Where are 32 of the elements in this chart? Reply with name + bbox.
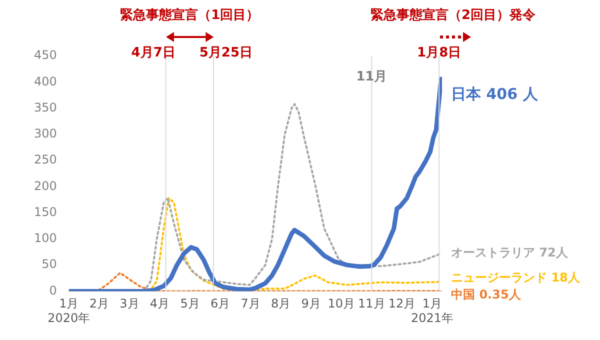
text: 緊急事態宣言（2回目）発令: [370, 6, 537, 24]
x-tick-label: 11月: [358, 296, 386, 311]
y-tick-label: 450: [34, 48, 57, 62]
y-tick-label: 200: [34, 178, 57, 193]
ref-line-label: 5月25日: [199, 45, 252, 60]
x-tick-label: 6月: [210, 296, 230, 311]
x-tick-label: 8月: [271, 296, 291, 311]
x-tick-label: 10月: [328, 296, 356, 311]
x-tick-label: 4月: [150, 296, 170, 311]
x-tick-label: 2月: [89, 296, 109, 311]
x-tick-label: 7月: [240, 296, 260, 311]
series-label: ニュージーランド 18人: [451, 270, 581, 284]
x-tick-label: 3月: [120, 296, 140, 311]
series-label: 日本 406 人: [451, 84, 539, 103]
ref-line-label: 1月8日: [417, 45, 462, 60]
series-label: 中国 0.35人: [451, 287, 522, 302]
y-tick-label: 350: [34, 100, 57, 114]
x-tick-label: 5月: [180, 296, 200, 311]
x-tick-label: 1月 2020年: [48, 296, 90, 325]
y-tick-label: 150: [34, 204, 57, 219]
text: 緊急事態宣言（1回目）: [119, 6, 260, 24]
y-tick-label: 0: [49, 283, 57, 298]
y-tick-label: 50: [42, 257, 57, 272]
y-tick-label: 250: [34, 152, 57, 167]
annotation: 11月: [356, 69, 388, 84]
y-tick-label: 400: [34, 74, 57, 88]
x-tick-label: 9月: [301, 296, 321, 311]
y-tick-label: 100: [34, 231, 57, 246]
y-tick-label: 300: [34, 126, 57, 141]
series-label: オーストラリア 72人: [451, 246, 569, 260]
ref-line-label: 4月7日: [131, 45, 176, 60]
x-tick-label: 12月: [388, 296, 416, 311]
